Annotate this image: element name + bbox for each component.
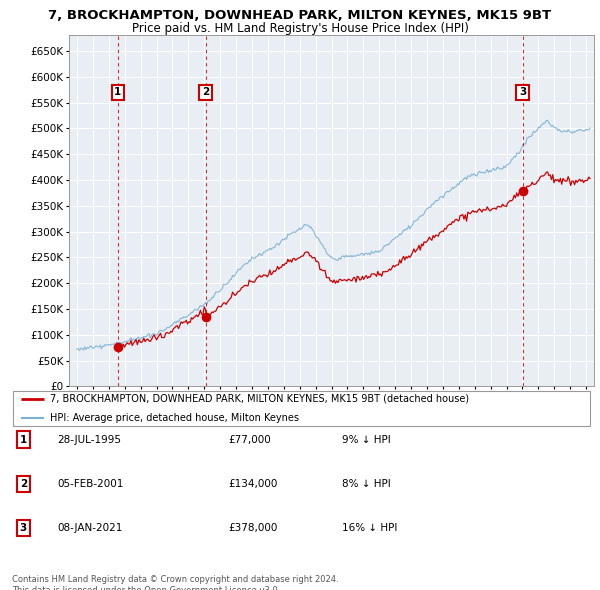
Text: Price paid vs. HM Land Registry's House Price Index (HPI): Price paid vs. HM Land Registry's House … <box>131 22 469 35</box>
Text: HPI: Average price, detached house, Milton Keynes: HPI: Average price, detached house, Milt… <box>50 413 299 423</box>
Text: 08-JAN-2021: 08-JAN-2021 <box>57 523 122 533</box>
Text: 9% ↓ HPI: 9% ↓ HPI <box>342 435 391 444</box>
Text: 1: 1 <box>114 87 121 97</box>
Text: Contains HM Land Registry data © Crown copyright and database right 2024.
This d: Contains HM Land Registry data © Crown c… <box>12 575 338 590</box>
FancyBboxPatch shape <box>13 391 590 426</box>
Text: 2: 2 <box>20 479 27 489</box>
Text: £378,000: £378,000 <box>228 523 277 533</box>
Text: £77,000: £77,000 <box>228 435 271 444</box>
Text: 8% ↓ HPI: 8% ↓ HPI <box>342 479 391 489</box>
Text: 05-FEB-2001: 05-FEB-2001 <box>57 479 124 489</box>
Text: 7, BROCKHAMPTON, DOWNHEAD PARK, MILTON KEYNES, MK15 9BT (detached house): 7, BROCKHAMPTON, DOWNHEAD PARK, MILTON K… <box>50 394 469 404</box>
Text: 1: 1 <box>20 435 27 444</box>
Text: 3: 3 <box>20 523 27 533</box>
Text: £134,000: £134,000 <box>228 479 277 489</box>
Text: 16% ↓ HPI: 16% ↓ HPI <box>342 523 397 533</box>
Text: 3: 3 <box>519 87 526 97</box>
Text: 7, BROCKHAMPTON, DOWNHEAD PARK, MILTON KEYNES, MK15 9BT: 7, BROCKHAMPTON, DOWNHEAD PARK, MILTON K… <box>49 9 551 22</box>
Text: 2: 2 <box>202 87 209 97</box>
Text: 28-JUL-1995: 28-JUL-1995 <box>57 435 121 444</box>
